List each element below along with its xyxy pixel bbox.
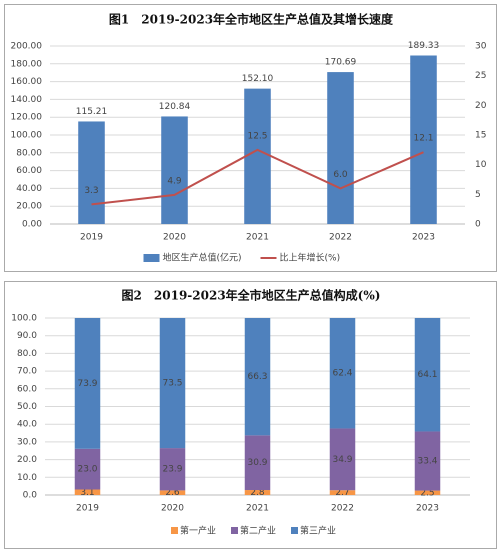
y-tick-label: 40.00 [16, 184, 42, 194]
data-label: 64.1 [417, 370, 437, 380]
data-label: 2.7 [335, 488, 349, 498]
y-tick-label: 80.00 [16, 148, 42, 158]
bar [244, 88, 271, 224]
data-label: 2.6 [165, 488, 180, 498]
data-label: 2.5 [420, 488, 434, 498]
bar-segment [244, 490, 271, 495]
x-tick-label: 2021 [246, 233, 269, 243]
legend-label: 地区生产总值(亿元) [163, 252, 242, 264]
chart-frame [4, 4, 497, 272]
bar-segment [74, 448, 101, 490]
bar [161, 116, 188, 224]
x-tick-label: 2023 [416, 504, 439, 514]
y-tick-label: 70.0 [17, 367, 37, 377]
y-tick-label: 60.00 [16, 166, 42, 176]
data-label: 33.4 [417, 457, 437, 467]
legend-label: 第三产业 [300, 525, 336, 537]
bar-segment [74, 489, 101, 495]
bar-segment [159, 318, 186, 449]
y-tick-label: 0.0 [23, 491, 38, 501]
bar-segment [244, 435, 271, 491]
y2-tick-label: 0 [475, 220, 481, 230]
y-tick-label: 60.0 [17, 384, 37, 394]
legend-label: 第二产业 [240, 525, 276, 537]
y-tick-label: 10.0 [17, 473, 37, 483]
y-tick-label: 100.0 [11, 314, 37, 324]
data-label: 4.9 [167, 176, 182, 186]
data-label: 6.0 [333, 170, 348, 180]
y-tick-label: 0.00 [22, 220, 42, 230]
x-tick-label: 2019 [80, 233, 103, 243]
data-label: 152.10 [242, 74, 274, 84]
bar-segment [74, 318, 101, 449]
data-label: 23.0 [77, 465, 97, 475]
data-label: 3.1 [80, 488, 94, 498]
y-tick-label: 30.0 [17, 437, 37, 447]
legend-swatch [143, 254, 160, 262]
bar-segment [414, 431, 441, 491]
data-label: 115.21 [76, 107, 108, 117]
line [91, 148, 424, 206]
x-tick-label: 2019 [76, 504, 99, 514]
chart-frame [4, 281, 497, 549]
bar-segment [329, 428, 356, 491]
x-tick-label: 2020 [163, 233, 186, 243]
x-tick-label: 2022 [329, 233, 352, 243]
bar [327, 72, 354, 224]
y2-tick-label: 25 [475, 71, 486, 81]
bar-segment [244, 318, 271, 436]
x-tick-label: 2021 [246, 504, 269, 514]
data-label: 23.9 [162, 465, 182, 475]
y-tick-label: 40.0 [17, 420, 37, 430]
y2-tick-label: 30 [475, 42, 487, 52]
data-label: 73.9 [77, 379, 97, 389]
y-tick-label: 200.00 [11, 42, 43, 52]
x-tick-label: 2023 [412, 233, 435, 243]
legend-swatch [291, 527, 298, 534]
data-label: 170.69 [325, 58, 357, 68]
bar [78, 121, 105, 224]
bar-segment [329, 490, 356, 495]
data-label: 73.5 [162, 379, 182, 389]
data-label: 2.8 [250, 488, 265, 498]
bar [410, 55, 437, 224]
legend-label: 比上年增长(%) [280, 252, 341, 264]
legend-swatch [231, 527, 238, 534]
bar-segment [159, 448, 186, 491]
legend-label: 第一产业 [180, 525, 216, 537]
y-tick-label: 20.00 [16, 202, 42, 212]
data-label: 34.9 [332, 455, 352, 465]
y-tick-label: 20.0 [17, 455, 37, 465]
y-tick-label: 120.00 [11, 113, 43, 123]
data-label: 30.9 [247, 458, 267, 468]
y-tick-label: 80.0 [17, 349, 37, 359]
bar-segment [329, 318, 356, 429]
y2-tick-label: 15 [475, 131, 486, 141]
bar-segment [414, 490, 441, 495]
y2-tick-label: 10 [475, 160, 487, 170]
y-tick-label: 180.00 [11, 59, 43, 69]
x-tick-label: 2022 [331, 504, 354, 514]
y2-tick-label: 5 [475, 190, 481, 200]
data-label: 12.1 [413, 134, 433, 144]
data-label: 120.84 [159, 102, 191, 112]
y-tick-label: 160.00 [11, 77, 43, 87]
data-label: 189.33 [408, 41, 440, 51]
data-label: 3.3 [84, 186, 98, 196]
data-label: 62.4 [332, 369, 352, 379]
data-label: 66.3 [247, 372, 267, 382]
legend-swatch [171, 527, 178, 534]
data-label: 12.5 [247, 131, 267, 141]
y-tick-label: 140.00 [11, 95, 43, 105]
y2-tick-label: 20 [475, 101, 487, 111]
y-tick-label: 100.00 [11, 131, 43, 141]
bar-segment [159, 490, 186, 495]
y-tick-label: 50.0 [17, 402, 37, 412]
y-tick-label: 90.0 [17, 331, 37, 341]
x-tick-label: 2020 [161, 504, 184, 514]
chart-title: 图1 2019-2023年全市地区生产总值及其增长速度 [109, 12, 394, 27]
chart-title: 图2 2019-2023年全市地区生产总值构成(%) [122, 288, 381, 303]
bar-segment [414, 318, 441, 432]
